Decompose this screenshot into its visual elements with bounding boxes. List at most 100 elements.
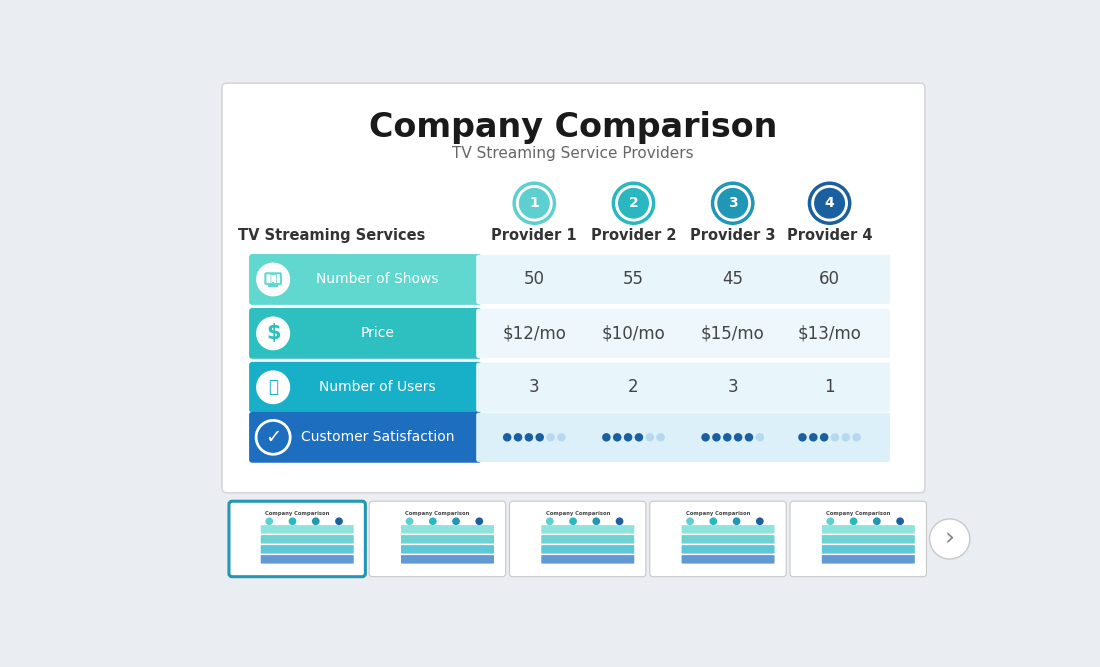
Text: 3: 3 [529,378,540,396]
Circle shape [896,518,904,525]
Circle shape [616,518,624,525]
Text: 3: 3 [727,378,738,396]
Text: ›: › [945,527,955,551]
FancyBboxPatch shape [370,501,506,577]
Circle shape [624,433,632,442]
FancyBboxPatch shape [402,535,494,544]
Circle shape [635,433,643,442]
Text: 60: 60 [820,271,840,288]
Circle shape [256,420,290,454]
FancyBboxPatch shape [476,413,890,462]
Text: Provider 1: Provider 1 [492,228,578,243]
Circle shape [842,433,850,442]
Circle shape [475,518,483,525]
Circle shape [312,518,320,525]
Text: Customer Satisfaction: Customer Satisfaction [301,430,454,444]
FancyBboxPatch shape [138,498,990,587]
Circle shape [745,433,754,442]
FancyBboxPatch shape [402,545,494,554]
Circle shape [256,316,290,350]
Text: Company Comparison: Company Comparison [546,511,609,516]
FancyBboxPatch shape [249,412,482,463]
Circle shape [525,433,533,442]
Text: Provider 4: Provider 4 [786,228,872,243]
FancyBboxPatch shape [476,309,890,358]
Circle shape [657,433,664,442]
FancyBboxPatch shape [822,535,915,544]
Circle shape [406,518,414,525]
Circle shape [547,433,554,442]
Text: $13/mo: $13/mo [798,324,861,342]
FancyBboxPatch shape [682,555,774,564]
FancyBboxPatch shape [249,362,482,413]
Text: 1: 1 [529,196,539,210]
FancyBboxPatch shape [402,525,494,534]
Circle shape [613,433,621,442]
Text: 2: 2 [628,378,639,396]
FancyBboxPatch shape [790,501,926,577]
Text: 55: 55 [623,271,643,288]
Circle shape [546,518,553,525]
Circle shape [536,433,544,442]
FancyBboxPatch shape [249,254,482,305]
Text: Company Comparison: Company Comparison [405,511,470,516]
Circle shape [930,519,970,559]
FancyBboxPatch shape [476,363,890,412]
Circle shape [686,518,694,525]
Circle shape [558,433,565,442]
Text: 50: 50 [524,271,544,288]
Circle shape [712,433,720,442]
Circle shape [256,263,290,296]
Text: TV Streaming Services: TV Streaming Services [238,228,425,243]
Circle shape [514,433,522,442]
Text: Number of Shows: Number of Shows [317,273,439,286]
Text: $15/mo: $15/mo [701,324,764,342]
Circle shape [503,433,512,442]
Circle shape [799,433,806,442]
FancyBboxPatch shape [261,555,354,564]
Circle shape [808,433,817,442]
Text: Company Comparison: Company Comparison [685,511,750,516]
Circle shape [569,518,576,525]
Text: 45: 45 [723,271,744,288]
Circle shape [452,518,460,525]
Circle shape [820,433,828,442]
FancyBboxPatch shape [261,525,354,534]
Text: TV Streaming Service Providers: TV Streaming Service Providers [452,145,694,161]
Circle shape [429,518,437,525]
Circle shape [618,188,649,219]
Circle shape [519,188,550,219]
Circle shape [256,420,290,454]
FancyBboxPatch shape [222,83,925,493]
FancyBboxPatch shape [402,555,494,564]
Text: 3: 3 [728,196,737,210]
Circle shape [646,433,654,442]
Text: 👥: 👥 [268,378,278,396]
FancyBboxPatch shape [261,545,354,554]
Text: Company Comparison: Company Comparison [368,111,778,144]
Circle shape [830,433,839,442]
FancyBboxPatch shape [261,535,354,544]
Circle shape [702,433,710,442]
Text: 1: 1 [824,378,835,396]
Text: $10/mo: $10/mo [602,324,666,342]
Text: ✓: ✓ [265,428,282,447]
FancyBboxPatch shape [822,545,915,554]
Circle shape [717,188,748,219]
Text: Price: Price [361,326,395,340]
Text: Provider 2: Provider 2 [591,228,676,243]
FancyBboxPatch shape [229,501,365,577]
Circle shape [710,518,717,525]
FancyBboxPatch shape [541,555,635,564]
Text: Company Comparison: Company Comparison [265,511,329,516]
Circle shape [852,433,861,442]
Circle shape [602,433,610,442]
Text: Number of Users: Number of Users [319,380,436,394]
Circle shape [733,518,740,525]
Circle shape [723,433,732,442]
Text: Provider 3: Provider 3 [690,228,776,243]
FancyBboxPatch shape [541,525,635,534]
Text: Company Comparison: Company Comparison [826,511,890,516]
Circle shape [256,370,290,404]
Text: 4: 4 [825,196,835,210]
